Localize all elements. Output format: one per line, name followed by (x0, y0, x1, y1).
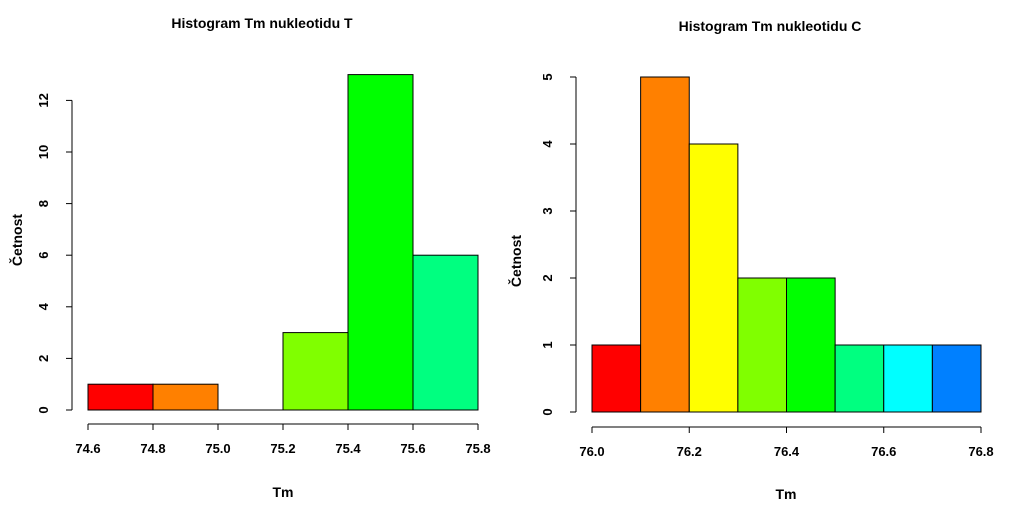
x-axis-label-c: Tm (776, 486, 797, 502)
histogram-bar-c-6 (883, 344, 933, 413)
histogram-bar-c-0 (591, 344, 642, 413)
y-axis-c: 0 1 2 3 4 5 (540, 73, 577, 416)
y-axis-label-c: Četnost (507, 235, 524, 287)
y-tick-label-t-5: 10 (36, 145, 51, 159)
x-axis-label-t: Tm (273, 484, 294, 500)
y-tick-label-t-6: 12 (36, 93, 51, 107)
histogram-bar-t-3 (282, 332, 349, 411)
x-tick-label-t-1: 74.8 (140, 441, 165, 456)
histogram-bar-c-4 (786, 277, 836, 413)
y-tick-label-c-5: 5 (540, 73, 555, 80)
histogram-t: Histogram Tm nukleotidu T Tm Četnost 74.… (8, 15, 491, 500)
histogram-bar-c-2 (688, 143, 739, 413)
x-tick-label-c-1: 76.2 (677, 444, 702, 459)
y-tick-label-c-1: 1 (540, 341, 555, 348)
bars-t (87, 74, 479, 411)
x-tick-label-t-6: 75.8 (465, 441, 490, 456)
x-tick-label-t-0: 74.6 (75, 441, 100, 456)
x-tick-label-t-3: 75.2 (270, 441, 295, 456)
y-tick-label-t-4: 8 (36, 200, 51, 207)
histogram-bar-c-1 (640, 76, 690, 413)
x-tick-label-c-0: 76.0 (579, 444, 604, 459)
histogram-c: Histogram Tm nukleotidu C Tm Četnost 76.… (507, 18, 994, 502)
y-tick-label-c-2: 2 (540, 274, 555, 281)
x-axis-t: 74.6 74.8 75.0 75.2 75.4 75.6 75.8 (75, 423, 491, 456)
histogram-bar-t-1 (152, 383, 219, 411)
histogram-bar-t-0 (87, 383, 154, 411)
y-tick-label-c-0: 0 (540, 408, 555, 415)
chart-title-t: Histogram Tm nukleotidu T (171, 15, 353, 31)
histogram-bar-t-5 (412, 254, 479, 411)
x-tick-label-t-5: 75.6 (400, 441, 425, 456)
y-axis-t: 0 2 4 6 8 10 12 (36, 93, 73, 414)
chart-title-c: Histogram Tm nukleotidu C (679, 18, 862, 34)
x-axis-c: 76.0 76.2 76.4 76.6 76.8 (579, 426, 994, 459)
x-tick-label-c-3: 76.6 (871, 444, 896, 459)
histogram-bar-c-3 (737, 277, 787, 413)
y-tick-label-t-2: 4 (36, 302, 51, 310)
x-tick-label-t-2: 75.0 (205, 441, 230, 456)
x-tick-label-c-2: 76.4 (774, 444, 800, 459)
y-tick-label-c-3: 3 (540, 207, 555, 214)
x-tick-label-c-4: 76.8 (968, 444, 993, 459)
y-axis-label-t: Četnost (8, 214, 25, 266)
x-tick-label-t-4: 75.4 (335, 441, 361, 456)
y-tick-label-c-4: 4 (540, 140, 555, 148)
y-tick-label-t-3: 6 (36, 252, 51, 259)
y-tick-label-t-0: 0 (36, 406, 51, 413)
bars-c (591, 76, 982, 413)
histogram-bar-c-5 (834, 344, 885, 413)
histogram-bar-c-7 (931, 344, 982, 413)
histogram-bar-t-4 (347, 74, 414, 411)
y-tick-label-t-1: 2 (36, 355, 51, 362)
